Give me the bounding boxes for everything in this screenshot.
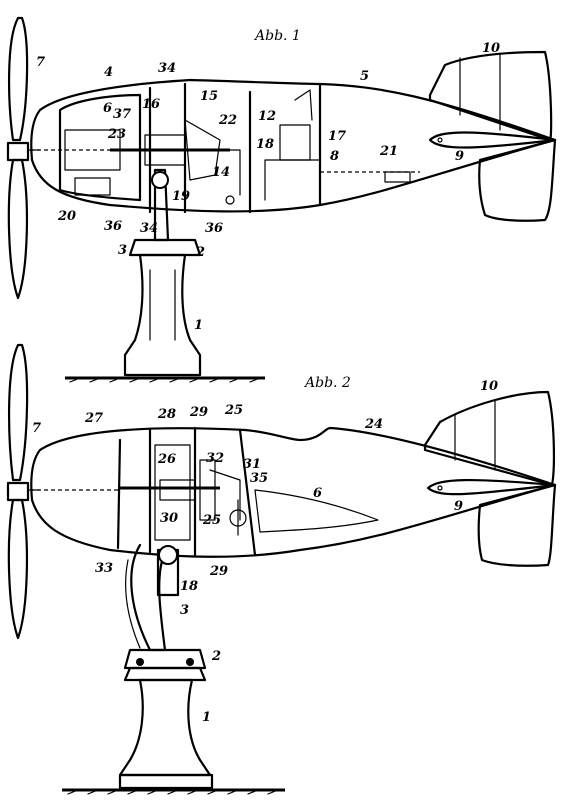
pedestal-1 <box>65 168 265 383</box>
label: 1 <box>194 318 203 333</box>
label: 12 <box>258 109 276 124</box>
label: 20 <box>57 209 76 224</box>
label: 33 <box>95 561 113 576</box>
label: 7 <box>36 55 45 70</box>
label: 37 <box>113 107 131 122</box>
label: 29 <box>209 564 228 579</box>
label: 22 <box>218 113 237 128</box>
label: 26 <box>157 452 176 467</box>
fuselage-2 <box>30 426 557 558</box>
label: 25 <box>202 513 221 528</box>
figure-1-title: Abb. 1 <box>253 28 301 44</box>
label: 27 <box>84 411 103 426</box>
label: 9 <box>455 149 464 164</box>
figure-2-title: Abb. 2 <box>303 375 351 391</box>
label: 8 <box>330 149 339 164</box>
tail-2 <box>423 390 557 567</box>
label: 1 <box>202 710 211 725</box>
label: 23 <box>107 127 126 142</box>
label: 5 <box>360 69 369 84</box>
label: 34 <box>140 221 158 236</box>
label: 4 <box>104 65 113 80</box>
label: 19 <box>172 189 190 204</box>
label: 3 <box>118 243 127 258</box>
figure-1-labels: 7 4 34 5 10 6 37 16 15 22 12 23 17 18 8 … <box>36 41 500 333</box>
label: 10 <box>482 41 500 56</box>
label: 16 <box>142 97 160 112</box>
label: 24 <box>364 417 383 432</box>
label: 2 <box>211 649 221 664</box>
label: 17 <box>328 129 346 144</box>
figure-1: Abb. 1 <box>6 16 557 383</box>
tail-1 <box>428 50 557 222</box>
label: 25 <box>224 403 243 418</box>
label: 15 <box>200 89 218 104</box>
label: 6 <box>103 101 112 116</box>
label: 6 <box>313 486 322 501</box>
label: 31 <box>243 457 261 472</box>
label: 34 <box>158 61 176 76</box>
label: 9 <box>454 499 463 514</box>
label: 18 <box>180 579 198 594</box>
label: 29 <box>189 405 208 420</box>
figure-2-labels: 7 27 28 29 25 24 10 26 32 31 35 6 30 25 … <box>32 379 498 725</box>
propeller-2 <box>6 343 41 640</box>
label: 10 <box>480 379 498 394</box>
label: 36 <box>205 221 223 236</box>
fuselage-1 <box>30 78 557 214</box>
label: 2 <box>195 245 205 260</box>
label: 30 <box>160 511 178 526</box>
label: 7 <box>32 421 41 436</box>
pedestal-2 <box>62 543 285 795</box>
label: 28 <box>157 407 176 422</box>
figure-2: Abb. 2 <box>6 343 557 795</box>
label: 32 <box>206 451 224 466</box>
label: 35 <box>250 471 268 486</box>
label: 36 <box>104 219 122 234</box>
label: 3 <box>180 603 189 618</box>
label: 14 <box>212 165 230 180</box>
label: 18 <box>256 137 274 152</box>
label: 21 <box>379 144 398 159</box>
